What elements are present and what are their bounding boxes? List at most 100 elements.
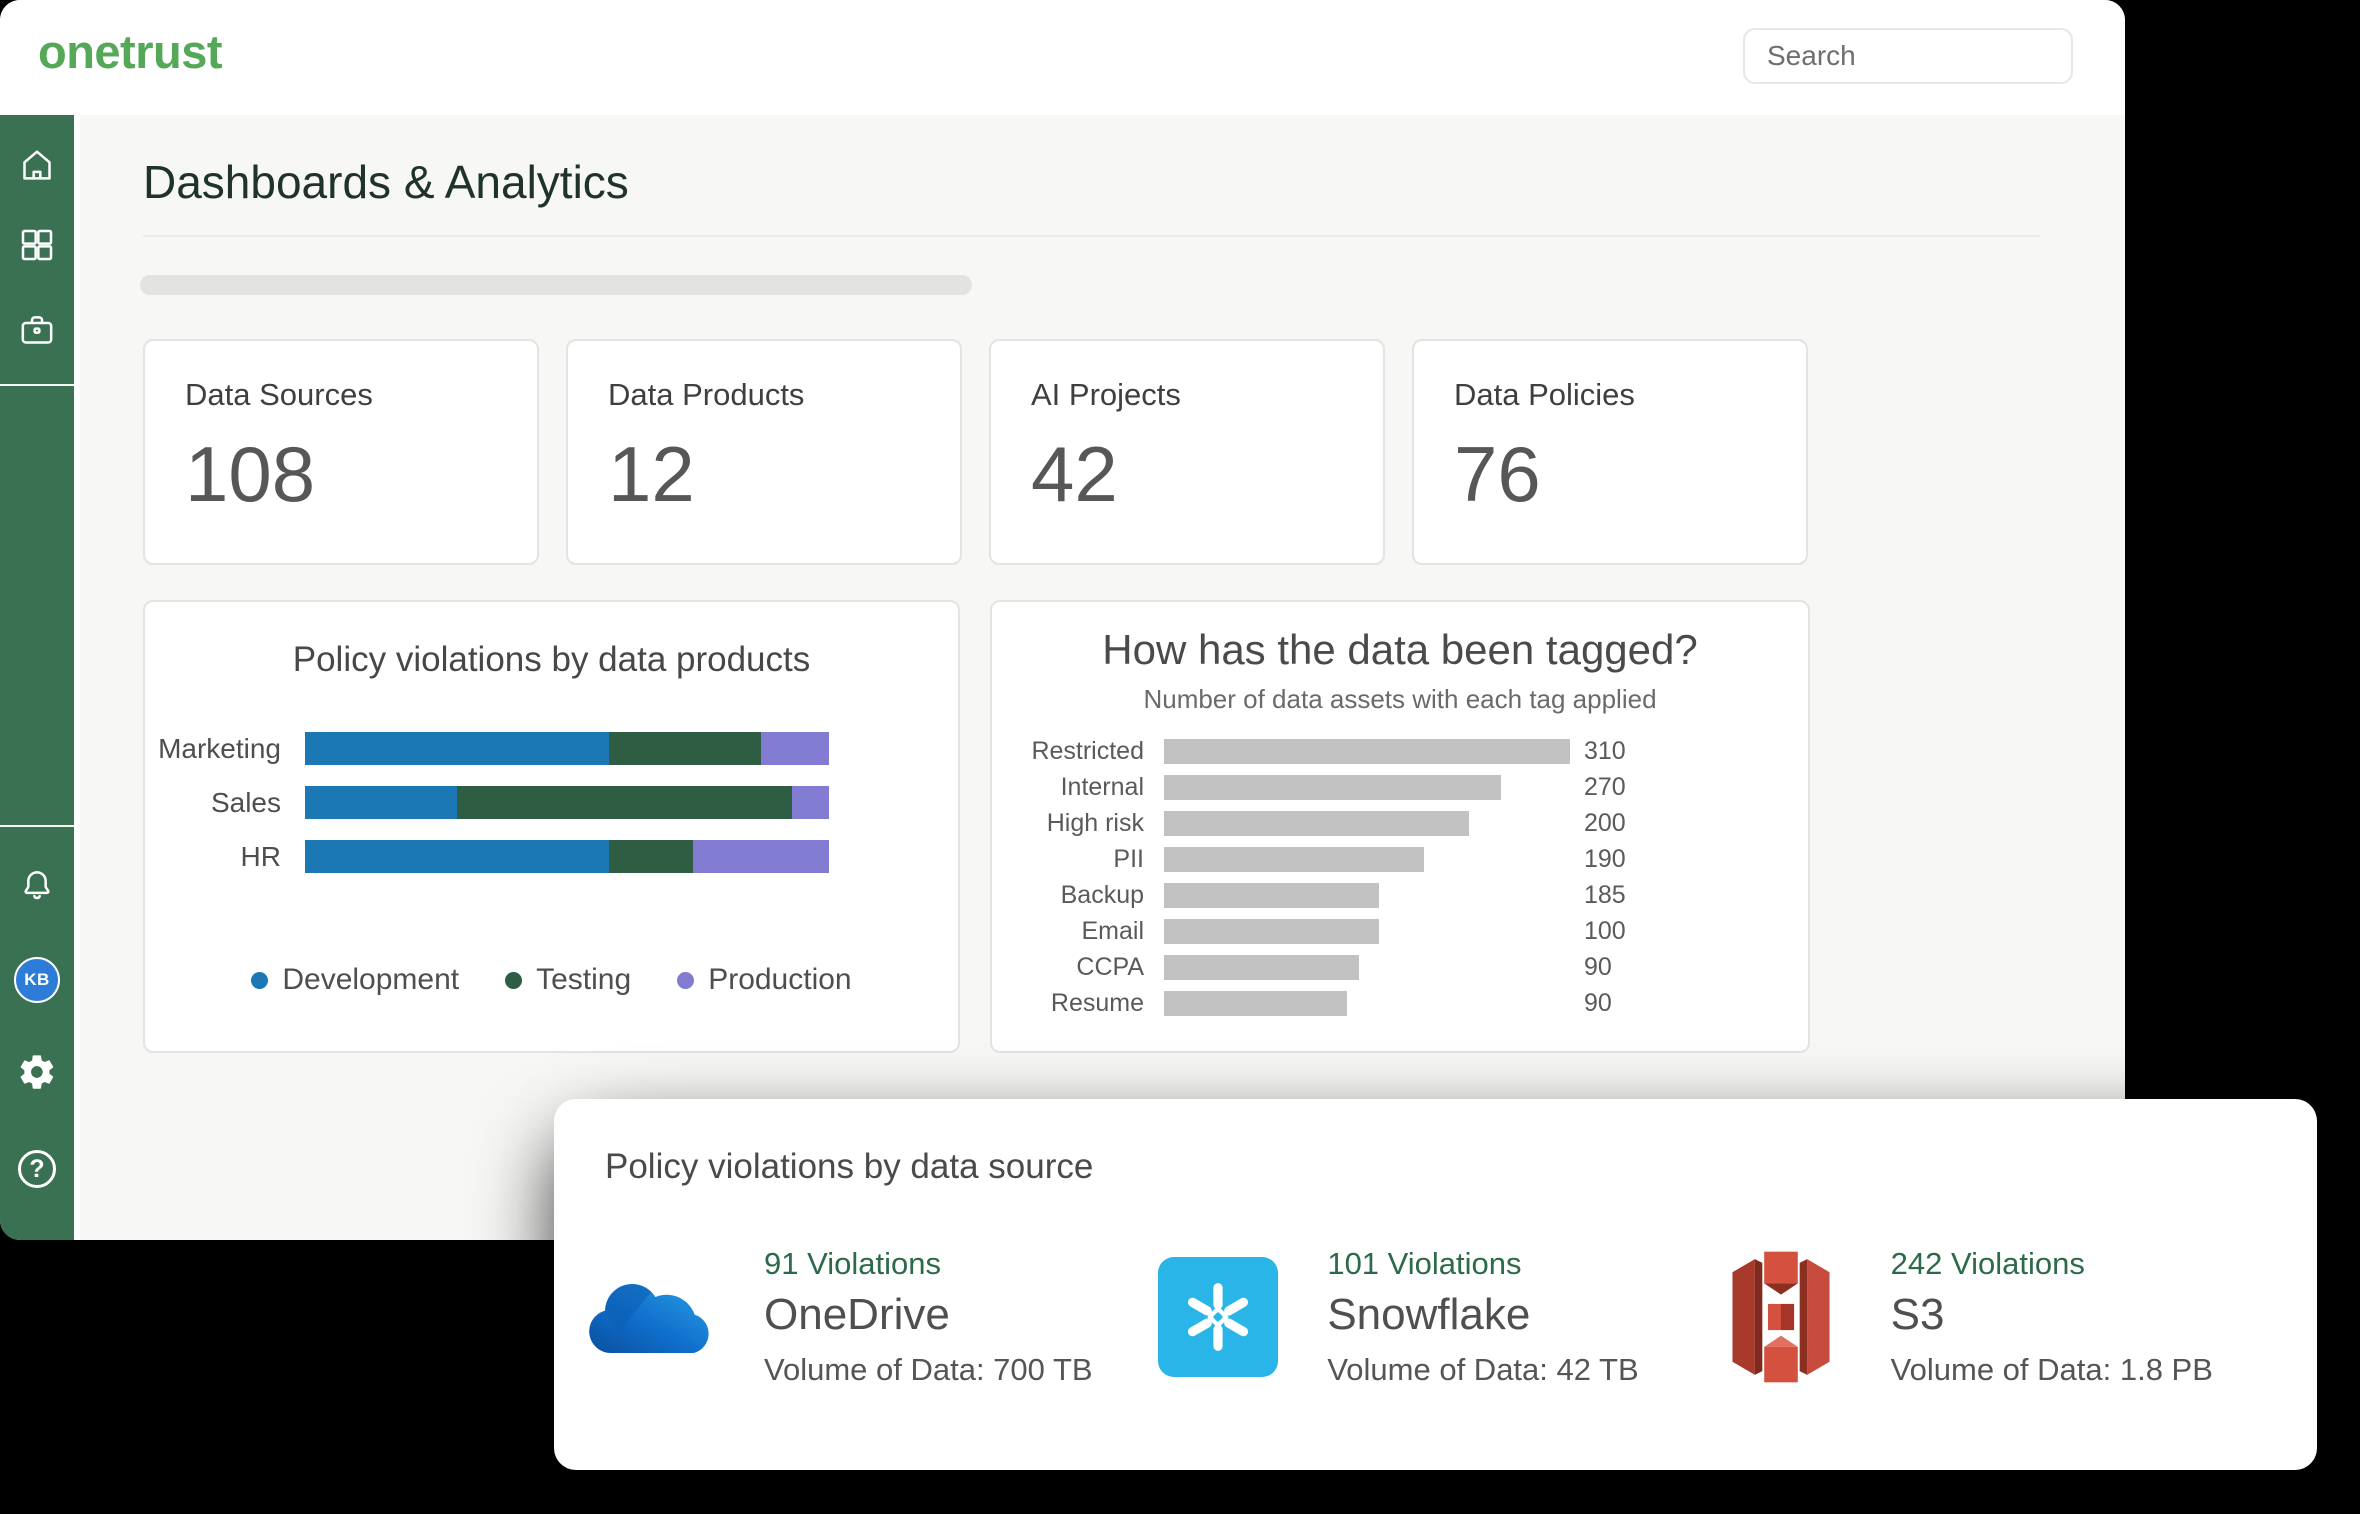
- sources-row: 91 Violations OneDrive Volume of Data: 7…: [587, 1239, 2277, 1394]
- sidebar-divider-bottom: [0, 825, 74, 827]
- chart-row-marketing: Marketing: [145, 732, 958, 765]
- tag-row-restricted: Restricted 310: [992, 733, 1808, 769]
- source-name: OneDrive: [764, 1289, 950, 1339]
- home-icon: [23, 150, 51, 180]
- card-title: Policy violations by data source: [605, 1147, 1094, 1186]
- category-label: Marketing: [158, 732, 281, 764]
- data-tagged-chart-card: How has the data been tagged? Number of …: [990, 600, 1810, 1053]
- violations-count: 242 Violations: [1890, 1245, 2085, 1281]
- app-window: onetrust: [0, 0, 2125, 1240]
- tag-bar: [1164, 846, 1424, 872]
- legend-item-production: Production: [677, 963, 852, 997]
- stat-value: 12: [608, 430, 695, 518]
- tag-label: Restricted: [1031, 736, 1144, 765]
- tag-label: Backup: [1060, 880, 1144, 909]
- tag-bar: [1164, 954, 1359, 980]
- legend-dot: [677, 971, 695, 989]
- tag-value: 270: [1584, 772, 1626, 801]
- segment-production: [792, 786, 829, 819]
- violations-count: 91 Violations: [764, 1245, 941, 1281]
- segment-testing: [608, 732, 761, 765]
- segment-development: [305, 840, 609, 873]
- tag-bar: [1164, 990, 1347, 1016]
- legend-dot: [505, 971, 523, 989]
- search-box[interactable]: [1743, 28, 2125, 84]
- briefcase-icon: [21, 316, 53, 344]
- source-volume: Volume of Data: 700 TB: [764, 1351, 1093, 1387]
- page-title: Dashboards & Analytics: [143, 156, 629, 208]
- segment-production: [692, 840, 829, 873]
- tag-bar: [1164, 918, 1380, 944]
- sidebar-nav: KB ?: [0, 115, 77, 1240]
- source-name: Snowflake: [1327, 1289, 1531, 1339]
- stat-card-ai-projects: AI Projects 42: [989, 339, 1385, 565]
- stat-value: 42: [1031, 430, 1118, 518]
- sidebar-item-dashboards[interactable]: [16, 224, 58, 266]
- tag-label: Resume: [1050, 988, 1144, 1017]
- sidebar-item-home[interactable]: [16, 144, 58, 186]
- chart-subtitle: Number of data assets with each tag appl…: [1143, 684, 1657, 714]
- policy-violations-by-source-card: Policy violations by data source: [554, 1099, 2317, 1470]
- tag-label: High risk: [1046, 808, 1144, 837]
- violations-count: 101 Violations: [1327, 1245, 1522, 1281]
- stat-card-data-policies: Data Policies 76: [1412, 339, 1808, 565]
- source-volume: Volume of Data: 1.8 PB: [1890, 1351, 2213, 1387]
- tag-bar-chart: Restricted 310 Internal 270 High risk 20…: [992, 733, 1808, 1021]
- title-divider: [143, 235, 2040, 237]
- tag-value: 90: [1584, 952, 1612, 981]
- chart-legend: Development Testing Production: [145, 963, 958, 997]
- category-label: Sales: [210, 786, 281, 818]
- stat-label: AI Projects: [1031, 377, 1181, 412]
- source-s3: 242 Violations S3 Volume of Data: 1.8 PB: [1714, 1239, 2277, 1394]
- source-text: 242 Violations S3 Volume of Data: 1.8 PB: [1891, 1246, 2213, 1388]
- chart-title: Policy violations by data products: [292, 640, 811, 679]
- segment-testing: [608, 840, 693, 873]
- source-snowflake: 101 Violations Snowflake Volume of Data:…: [1150, 1239, 1713, 1394]
- onedrive-icon: [587, 1239, 722, 1394]
- tag-row-pii: PII 190: [992, 841, 1808, 877]
- chart-row-hr: HR: [145, 840, 958, 873]
- segment-production: [760, 732, 829, 765]
- skeleton-bar: [140, 275, 972, 295]
- segment-development: [305, 786, 457, 819]
- tag-value: 100: [1584, 916, 1626, 945]
- snowflake-icon: [1157, 1256, 1278, 1377]
- stat-cards-row: Data Sources 108 Data Products 12 AI Pro…: [143, 339, 1808, 565]
- sidebar-item-projects[interactable]: [16, 309, 58, 351]
- grid-icon: [21, 229, 53, 261]
- sidebar-item-help[interactable]: ?: [16, 1148, 58, 1190]
- source-text: 101 Violations Snowflake Volume of Data:…: [1327, 1246, 1638, 1388]
- category-label: HR: [240, 840, 281, 872]
- tag-value: 200: [1584, 808, 1626, 837]
- sidebar-item-settings[interactable]: [16, 1051, 58, 1093]
- stat-value: 76: [1454, 430, 1541, 518]
- stat-card-data-sources: Data Sources 108: [143, 339, 539, 565]
- sidebar-item-notifications[interactable]: [16, 864, 58, 906]
- help-icon: ?: [18, 1150, 56, 1188]
- legend-item-testing: Testing: [505, 963, 631, 997]
- onetrust-logo: onetrust: [38, 25, 223, 78]
- stacked-bar: [305, 786, 829, 819]
- search-input[interactable]: [1767, 40, 2125, 72]
- tag-label: PII: [1113, 844, 1144, 873]
- bell-icon: [24, 871, 50, 900]
- tag-bar: [1164, 774, 1501, 800]
- chart-title: How has the data been tagged?: [1102, 626, 1698, 673]
- app-header: onetrust: [0, 0, 2125, 115]
- stacked-bar: [305, 732, 829, 765]
- tag-row-resume: Resume 90: [992, 985, 1808, 1021]
- tag-bar: [1164, 738, 1570, 764]
- avatar[interactable]: KB: [14, 957, 60, 1003]
- stacked-bar: [305, 840, 829, 873]
- source-name: S3: [1890, 1289, 1945, 1339]
- tag-bar: [1164, 882, 1380, 908]
- s3-icon: [1714, 1239, 1849, 1394]
- tag-label: Internal: [1060, 772, 1144, 801]
- tag-bar: [1164, 810, 1469, 836]
- tag-label: CCPA: [1076, 952, 1144, 981]
- legend-label: Production: [708, 963, 852, 996]
- legend-dot: [251, 971, 269, 989]
- tag-row-email: Email 100: [992, 913, 1808, 949]
- segment-development: [305, 732, 609, 765]
- chart-row-sales: Sales: [145, 786, 958, 819]
